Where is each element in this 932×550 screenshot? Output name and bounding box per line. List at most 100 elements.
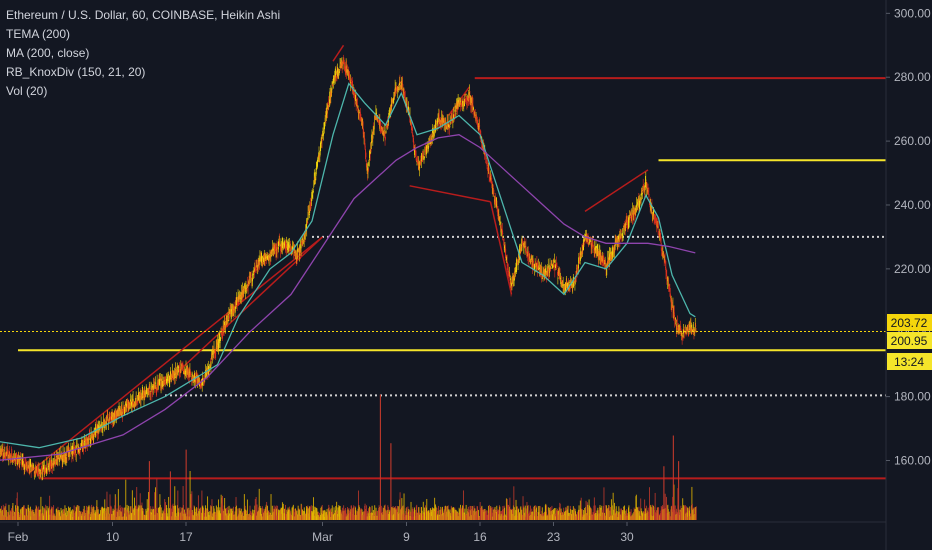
candle-body [192, 377, 194, 381]
candle-body [442, 119, 444, 121]
volume-spike [390, 443, 392, 520]
volume-bar [572, 506, 574, 520]
candle-body [54, 462, 55, 464]
candle-body [358, 111, 360, 113]
volume-bar [250, 510, 252, 520]
candle-body [79, 448, 81, 452]
candle-body [532, 261, 533, 267]
candle-body [66, 452, 68, 456]
candle-body [584, 238, 586, 240]
candle-body [141, 396, 143, 398]
candle-body [127, 404, 129, 408]
indicator-ma[interactable]: MA (200, close) [6, 46, 90, 60]
volume-spike [148, 461, 150, 520]
candle-body [565, 284, 567, 286]
candle-body [675, 318, 677, 320]
volume-bar [112, 508, 114, 520]
candle-body [485, 156, 487, 160]
candle-body [432, 133, 434, 137]
candle-body [259, 257, 261, 263]
candle-body [495, 200, 497, 204]
candle-body [170, 375, 172, 379]
candle-body [522, 241, 524, 243]
volume-bar [87, 506, 89, 520]
candle-body [577, 266, 579, 270]
candle-body [539, 267, 540, 270]
volume-bar [438, 505, 440, 520]
candle-body [516, 261, 518, 263]
candle-body [174, 377, 176, 379]
candle-body [89, 437, 91, 440]
candle-body [243, 286, 245, 289]
candle-body [668, 285, 670, 287]
volume-bar [434, 497, 436, 520]
candle-body [342, 62, 344, 64]
indicator-tema[interactable]: TEMA (200) [6, 27, 71, 41]
candle-body [306, 220, 308, 223]
candle-body [115, 416, 117, 419]
candle-body [17, 463, 19, 465]
candle-body [52, 466, 54, 468]
candle-body [361, 122, 362, 124]
candle-body [419, 162, 421, 165]
candle-body [261, 262, 263, 266]
candle-body [182, 366, 184, 368]
volume-bar [302, 509, 303, 520]
symbol-title[interactable]: Ethereum / U.S. Dollar, 60, COINBASE, He… [6, 8, 281, 22]
candle-body [278, 246, 279, 250]
volume-bar [477, 510, 479, 520]
candle-body [347, 70, 349, 72]
candle-body [58, 457, 60, 460]
candle-body [459, 104, 460, 106]
candle-body [400, 85, 402, 88]
candle-body [586, 237, 588, 241]
candle-body [425, 147, 426, 149]
candle-body [474, 113, 475, 116]
volume-bar [12, 503, 14, 520]
volume-bar [337, 507, 339, 520]
indicator-knoxdiv[interactable]: RB_KnoxDiv (150, 21, 20) [6, 65, 146, 79]
candle-body [134, 402, 135, 405]
volume-bar [380, 505, 382, 520]
candle-body [312, 195, 313, 197]
candle-body [150, 385, 152, 390]
candle-body [528, 254, 530, 256]
candle-body [348, 73, 350, 75]
candle-body [629, 216, 631, 220]
volume-bar [472, 506, 474, 520]
candle-body [40, 468, 42, 470]
candle-body [180, 371, 181, 373]
candle-body [622, 230, 624, 234]
volume-bar [110, 506, 112, 520]
candle-body [143, 396, 145, 398]
candle-body [266, 258, 267, 261]
candle-body [309, 202, 311, 205]
candle-body [489, 176, 491, 181]
candle-body [593, 248, 595, 251]
candle-body [576, 267, 578, 274]
candle-body [91, 436, 92, 438]
candle-body [435, 123, 437, 125]
candle-body [148, 391, 150, 393]
candle-body [544, 272, 546, 274]
candle-body [633, 210, 635, 214]
candle-body [364, 143, 366, 148]
candle-body [590, 245, 592, 247]
candle-body [498, 214, 500, 216]
candle-body [222, 332, 223, 335]
candle-body [279, 241, 281, 244]
candle-body [472, 104, 474, 110]
candle-body [173, 376, 174, 378]
volume-bar [621, 508, 622, 520]
candle-body [455, 113, 457, 115]
candle-body [32, 465, 34, 467]
candle-body [168, 377, 170, 381]
candle-body [534, 264, 536, 269]
candle-body [683, 330, 685, 332]
candle-body [235, 303, 237, 306]
candle-body [164, 379, 166, 382]
indicator-volume[interactable]: Vol (20) [6, 84, 48, 98]
candle-body [524, 246, 526, 248]
